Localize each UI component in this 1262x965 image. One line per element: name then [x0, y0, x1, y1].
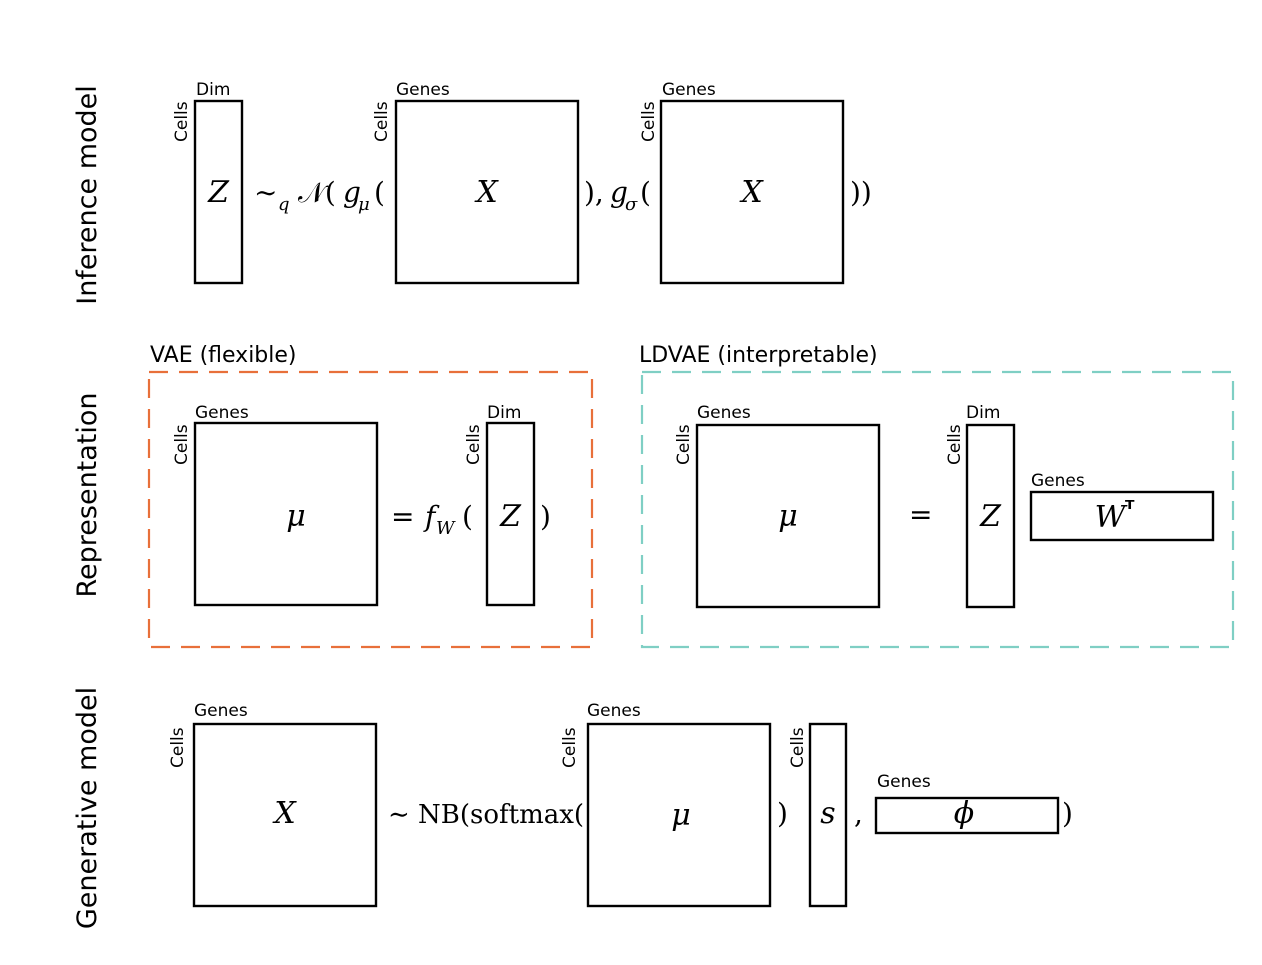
generative-row: Genes Cells X ∼ NB(softmax( Genes Cells …	[168, 701, 1073, 908]
vae-frame: VAE (flexible) Genes Cells μ = f W ( Dim…	[147, 343, 594, 649]
matrix-mu	[193, 421, 379, 607]
symbol-transpose: ᵀ	[1125, 497, 1135, 522]
operator-g-sigma: g	[610, 176, 628, 209]
axis-label-dim: Dim	[966, 403, 1000, 423]
operator-equals: =	[909, 498, 932, 531]
operator-equals: =	[391, 500, 414, 533]
symbol-s: s	[820, 796, 835, 831]
frame-border-ldvae	[640, 370, 1235, 649]
frame-border-vae	[147, 370, 594, 649]
symbol-x: X	[739, 175, 764, 210]
operator-nb-softmax: ∼ NB(softmax(	[388, 800, 584, 830]
section-label-generative: Generative model	[72, 687, 103, 929]
operator-open-1: (	[374, 176, 385, 209]
symbol-mu: μ	[778, 499, 798, 534]
matrix-s	[808, 722, 848, 908]
axis-label-dim: Dim	[487, 403, 521, 423]
symbol-w: W	[1095, 500, 1128, 535]
matrix-x	[659, 99, 845, 285]
operator-close: )	[540, 500, 551, 533]
axis-label-cells: Cells	[168, 727, 188, 768]
axis-label-genes: Genes	[877, 772, 931, 792]
axis-label-cells: Cells	[464, 424, 484, 465]
inference-row: Dim Cells Z ∼ q 𝒩( g μ ( Genes Cells X )…	[172, 80, 872, 285]
operator-sub-mu: μ	[358, 194, 370, 215]
operator-close-comma: ),	[584, 176, 604, 209]
symbol-z: Z	[207, 175, 230, 210]
operator-comma: ,	[854, 797, 863, 830]
operator-close-final: ))	[850, 176, 872, 209]
ldvae-frame: LDVAE (interpretable) Genes Cells μ = Di…	[639, 343, 1235, 649]
operator-open: (	[462, 500, 473, 533]
symbol-phi: ϕ	[954, 796, 974, 831]
symbol-x: X	[272, 796, 297, 831]
operator-g-mu: g	[343, 176, 361, 209]
operator-open-2: (	[640, 176, 651, 209]
axis-label-cells: Cells	[674, 424, 694, 465]
axis-label-cells: Cells	[560, 727, 580, 768]
section-label-inference: Inference model	[72, 85, 103, 305]
axis-label-cells: Cells	[788, 727, 808, 768]
section-label-representation: Representation	[72, 392, 103, 597]
axis-label-dim: Dim	[196, 80, 230, 100]
axis-label-genes: Genes	[587, 701, 641, 721]
matrix-mu	[695, 423, 881, 609]
axis-label-genes: Genes	[697, 403, 751, 423]
axis-label-genes: Genes	[194, 701, 248, 721]
vector-phi	[874, 796, 1060, 835]
symbol-x: X	[474, 175, 499, 210]
axis-label-genes: Genes	[662, 80, 716, 100]
operator-close-final: )	[1062, 797, 1073, 830]
matrix-z	[485, 421, 536, 607]
axis-label-genes: Genes	[195, 403, 249, 423]
operator-sub-w: W	[436, 518, 456, 539]
symbol-mu: μ	[286, 499, 306, 534]
symbol-z: Z	[979, 499, 1002, 534]
axis-label-cells: Cells	[639, 101, 659, 142]
axis-label-cells: Cells	[372, 101, 392, 142]
axis-label-genes: Genes	[396, 80, 450, 100]
operator-close: )	[777, 797, 788, 830]
matrix-x	[394, 99, 580, 285]
axis-label-cells: Cells	[172, 101, 192, 142]
operator-sim: ∼	[254, 176, 277, 209]
matrix-mu	[586, 722, 772, 908]
matrix-z	[193, 99, 244, 285]
symbol-z: Z	[499, 499, 522, 534]
operator-sub-q: q	[278, 194, 290, 215]
symbol-mu: μ	[671, 798, 691, 833]
operator-sub-sigma: σ	[625, 194, 638, 215]
frame-title-vae: VAE (flexible)	[150, 343, 297, 368]
operator-normal: 𝒩(	[298, 176, 336, 209]
frame-title-ldvae: LDVAE (interpretable)	[639, 343, 878, 368]
matrix-z	[965, 423, 1016, 609]
axis-label-cells: Cells	[172, 424, 192, 465]
matrix-w-transpose	[1029, 490, 1215, 542]
axis-label-genes: Genes	[1031, 471, 1085, 491]
matrix-x	[192, 722, 378, 908]
axis-label-cells: Cells	[945, 424, 965, 465]
